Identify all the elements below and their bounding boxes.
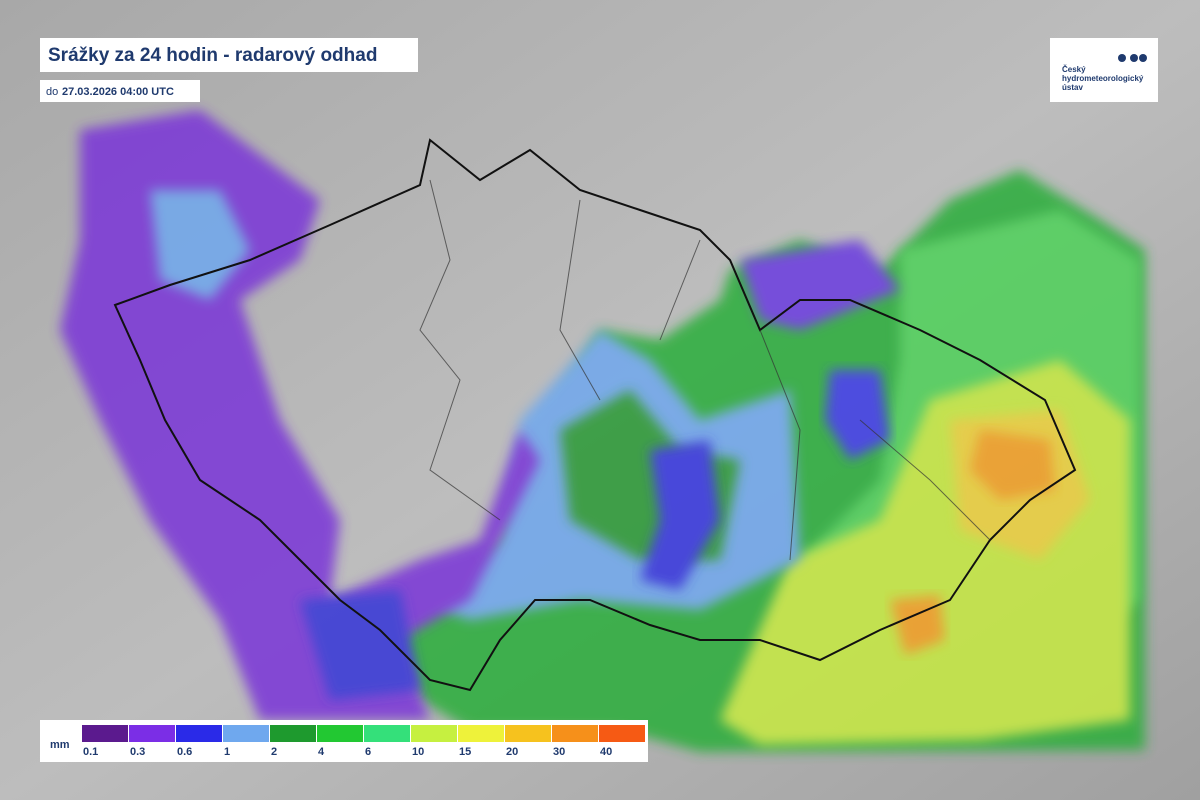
logo-icon xyxy=(1118,54,1126,62)
title-box xyxy=(40,38,418,72)
legend-label: 2 xyxy=(271,746,277,758)
subtitle-box xyxy=(40,80,200,102)
legend-label: 30 xyxy=(553,746,565,758)
legend-swatch xyxy=(505,725,551,742)
legend-swatch xyxy=(552,725,598,742)
logo-icon xyxy=(1130,54,1138,62)
legend-swatch xyxy=(223,725,269,742)
region-borders xyxy=(419,179,991,561)
legend-label: 0.3 xyxy=(130,746,145,758)
precip-area xyxy=(970,430,1055,500)
legend-label: 0.6 xyxy=(177,746,192,758)
legend-label: 10 xyxy=(412,746,424,758)
logo-text: Český xyxy=(1062,65,1086,74)
logo-box xyxy=(1050,38,1158,102)
logo-text: hydrometeorologický xyxy=(1062,74,1144,83)
precip-area xyxy=(740,240,900,330)
legend-label: 1 xyxy=(224,746,230,758)
precip-area xyxy=(825,370,890,460)
subtitle-time: 27.03.2026 04:00 UTC xyxy=(62,86,174,98)
country-border xyxy=(113,138,1077,692)
legend-unit: mm xyxy=(50,739,70,751)
legend-swatch xyxy=(129,725,175,742)
legend-label: 20 xyxy=(506,746,518,758)
precip-area xyxy=(150,190,250,300)
legend-label: 6 xyxy=(365,746,371,758)
logo-text: ústav xyxy=(1062,83,1083,92)
legend-label: 40 xyxy=(600,746,612,758)
legend-swatch xyxy=(317,725,363,742)
legend-swatch xyxy=(176,725,222,742)
precip-area xyxy=(890,595,945,655)
subtitle-prefix: do xyxy=(46,86,58,98)
legend-swatch xyxy=(458,725,504,742)
legend-swatch xyxy=(411,725,457,742)
precip-area xyxy=(300,590,420,700)
logo-icon xyxy=(1139,54,1147,62)
title: Srážky za 24 hodin - radarový odhad xyxy=(48,45,377,66)
legend-label: 15 xyxy=(459,746,471,758)
legend-label: 0.1 xyxy=(83,746,98,758)
legend-label: 4 xyxy=(318,746,325,758)
precip-area xyxy=(640,440,720,590)
legend-swatch xyxy=(270,725,316,742)
legend-swatch xyxy=(364,725,410,742)
legend-swatch xyxy=(82,725,128,742)
legend-swatch xyxy=(599,725,645,742)
radar-layer xyxy=(60,110,1145,752)
